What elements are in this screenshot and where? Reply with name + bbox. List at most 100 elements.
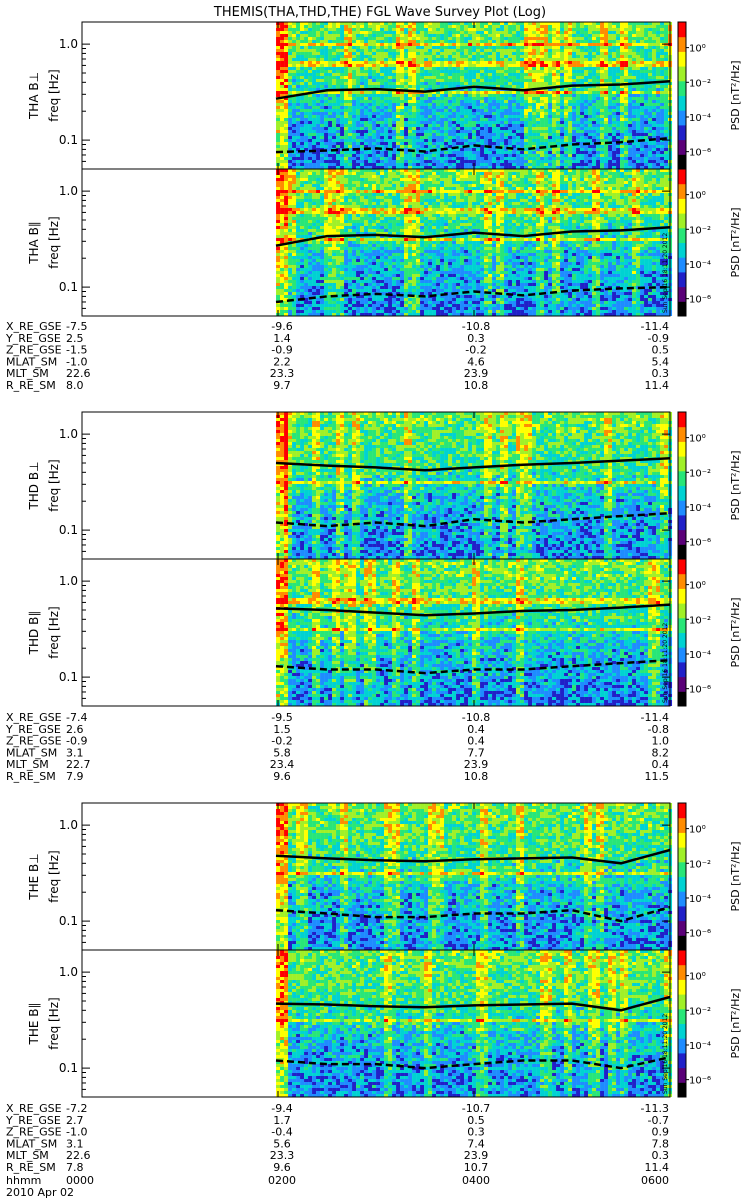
ephemeris-value: 9.7: [273, 379, 291, 392]
colorbar-swatch: [678, 140, 686, 155]
ytick-label: 1.0: [59, 37, 78, 51]
ytick-label: 1.0: [59, 965, 78, 979]
ytick-label: 1.0: [59, 427, 78, 441]
colorbar-swatch: [678, 935, 686, 950]
ephemeris-row-label: R_RE_SM: [6, 1161, 56, 1174]
colorbar-swatch: [678, 81, 686, 96]
colorbar-swatch: [678, 818, 686, 833]
colorbar-swatch: [678, 979, 686, 994]
colorbar-swatch: [678, 257, 686, 272]
ephemeris-block-THA: X_RE_GSE -7.5 -9.6 -10.8 -11.4Y_RE_GSE 2.5 1.4…: [5, 320, 669, 392]
colorbar-swatch: [678, 272, 686, 287]
colorbar-swatch: [678, 213, 686, 228]
colorbar-tick-label: 10⁻⁶: [689, 538, 711, 549]
colorbar-swatch: [678, 921, 686, 936]
colorbar-swatch: [678, 96, 686, 111]
colorbar-tick-label: 10⁰: [689, 581, 706, 592]
ephemeris-value: 7.9: [66, 770, 84, 783]
colorbar-swatch: [678, 228, 686, 243]
ytick-label: 0.1: [59, 914, 78, 928]
panel-label: THA B⊥: [27, 72, 41, 120]
ytick-label: 0.1: [59, 133, 78, 147]
ytick-label: 0.1: [59, 1061, 78, 1075]
colorbar-swatch: [678, 832, 686, 847]
colorbar-tick-label: 10⁻²: [689, 78, 711, 89]
colorbar-swatch: [678, 847, 686, 862]
colorbar-tick-label: 10⁰: [689, 825, 706, 836]
ytick-label: 1.0: [59, 818, 78, 832]
colorbar-swatch: [678, 66, 686, 81]
spectrogram-cells-4: [276, 559, 672, 706]
colorbar-swatch: [678, 1082, 686, 1097]
timestamp-label: Sun Sep 16 18:11:20 2012: [662, 1014, 669, 1094]
date-label: 2010 Apr 02: [6, 1186, 74, 1199]
colorbar-tick-label: 10⁻⁶: [689, 295, 711, 306]
colorbar-tick-label: 10⁻²: [689, 225, 711, 236]
colorbar-tick-label: 10⁻⁶: [689, 929, 711, 940]
colorbar-tick-label: 10⁻²: [689, 615, 711, 626]
yaxis-label: freq [Hz]: [47, 606, 61, 658]
colorbar-swatch: [678, 1068, 686, 1083]
spectrogram-cells-1: [276, 22, 672, 169]
ephemeris-value: 9.6: [273, 1161, 291, 1174]
spectrogram-cells-3: [276, 412, 672, 559]
ephemeris-value: 11.5: [645, 770, 670, 783]
colorbar-swatch: [678, 862, 686, 877]
colorbar-swatch: [678, 647, 686, 662]
panel-label: THE B∥: [27, 1003, 41, 1046]
ephemeris-value: 9.6: [273, 770, 291, 783]
colorbar-swatch: [678, 574, 686, 589]
ephemeris-value: 10.8: [464, 770, 489, 783]
colorbar-swatch: [678, 1053, 686, 1068]
ephemeris-row-label: R_RE_SM: [6, 379, 56, 392]
ephemeris-value: 10.8: [464, 379, 489, 392]
colorbar-swatch: [678, 301, 686, 316]
ephemeris-block-THD: X_RE_GSE -7.4 -9.5 -10.8 -11.4Y_RE_GSE 2.6 1.5…: [5, 711, 669, 783]
ephemeris-block-THE: X_RE_GSE -7.2 -9.4 -10.7 -11.3Y_RE_GSE 2.7 1.7…: [5, 1102, 669, 1174]
yaxis-label: freq [Hz]: [47, 850, 61, 902]
colorbar-swatch: [678, 906, 686, 921]
colorbar-swatch: [678, 1038, 686, 1053]
colorbar-swatch: [678, 803, 686, 818]
colorbar-tick-label: 10⁻²: [689, 1006, 711, 1017]
xtick-label: 0400: [462, 1174, 490, 1187]
colorbar-tick-label: 10⁻⁶: [689, 1076, 711, 1087]
colorbar-tick-label: 10⁻⁴: [689, 894, 711, 905]
colorbar-swatch: [678, 287, 686, 302]
xtick-label: 0600: [641, 1174, 669, 1187]
colorbar-label: PSD [nT²/Hz]: [729, 207, 742, 277]
ytick-label: 1.0: [59, 184, 78, 198]
colorbar-swatch: [678, 154, 686, 169]
colorbar-swatch: [678, 500, 686, 515]
colorbar-tick-label: 10⁰: [689, 191, 706, 202]
spectrogram-panels: 0.1 1.0 THA B⊥ freq [Hz] 10⁰ 10⁻² 10⁻⁴ 10⁻⁶ PSD …: [27, 22, 742, 1098]
colorbar-label: PSD [nT²/Hz]: [729, 450, 742, 520]
colorbar-swatch: [678, 243, 686, 258]
colorbar-tick-label: 10⁻⁶: [689, 685, 711, 696]
ephemeris-value: 11.4: [645, 379, 670, 392]
colorbar-swatch: [678, 691, 686, 706]
yaxis-label: freq [Hz]: [47, 69, 61, 121]
ytick-label: 0.1: [59, 670, 78, 684]
colorbar-label: PSD [nT²/Hz]: [729, 597, 742, 667]
colorbar-swatch: [678, 677, 686, 692]
colorbar-swatch: [678, 588, 686, 603]
colorbar-swatch: [678, 22, 686, 37]
colorbar-swatch: [678, 633, 686, 648]
colorbar-swatch: [678, 110, 686, 125]
colorbar-swatch: [678, 515, 686, 530]
colorbar-swatch: [678, 618, 686, 633]
colorbar-swatch: [678, 456, 686, 471]
timestamp-label: Sun Sep 16 18:11:20 2012: [662, 233, 669, 313]
ephemeris-value: 7.8: [66, 1161, 84, 1174]
colorbar-swatch: [678, 662, 686, 677]
colorbar-tick-label: 10⁻⁶: [689, 148, 711, 159]
colorbar-tick-label: 10⁰: [689, 434, 706, 445]
